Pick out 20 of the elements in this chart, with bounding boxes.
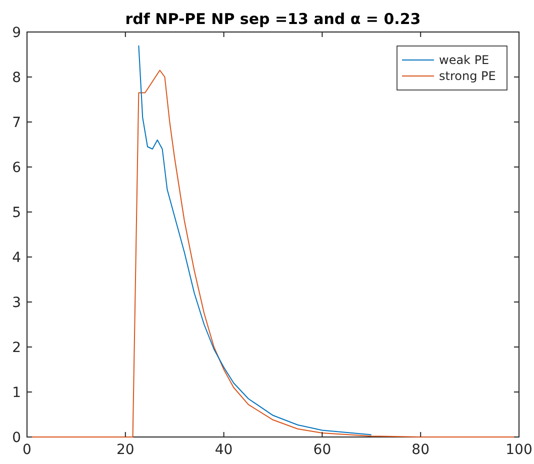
y-tick-label: 2 <box>12 340 21 356</box>
x-tick-label: 60 <box>313 442 332 458</box>
y-tick-label: 0 <box>12 430 21 446</box>
y-tick-label: 8 <box>12 70 21 86</box>
y-tick-label: 4 <box>12 250 22 266</box>
y-tick-label: 7 <box>12 115 21 131</box>
line-series <box>138 45 372 436</box>
y-tick-label: 1 <box>12 385 21 401</box>
y-tick-label: 3 <box>12 295 21 311</box>
legend-label: weak PE <box>439 53 490 67</box>
x-tick-label: 40 <box>214 442 233 458</box>
x-tick-label: 0 <box>22 442 32 458</box>
chart-title: rdf NP-PE NP sep =13 and α = 0.23 <box>125 10 421 28</box>
x-tick-label: 100 <box>506 442 532 458</box>
x-tick-label: 20 <box>116 442 134 458</box>
x-tick-label: 80 <box>412 442 430 458</box>
y-tick-label: 5 <box>12 205 21 221</box>
legend-label: strong PE <box>439 69 496 83</box>
y-tick-label: 9 <box>12 25 21 41</box>
y-tick-label: 6 <box>12 160 22 176</box>
